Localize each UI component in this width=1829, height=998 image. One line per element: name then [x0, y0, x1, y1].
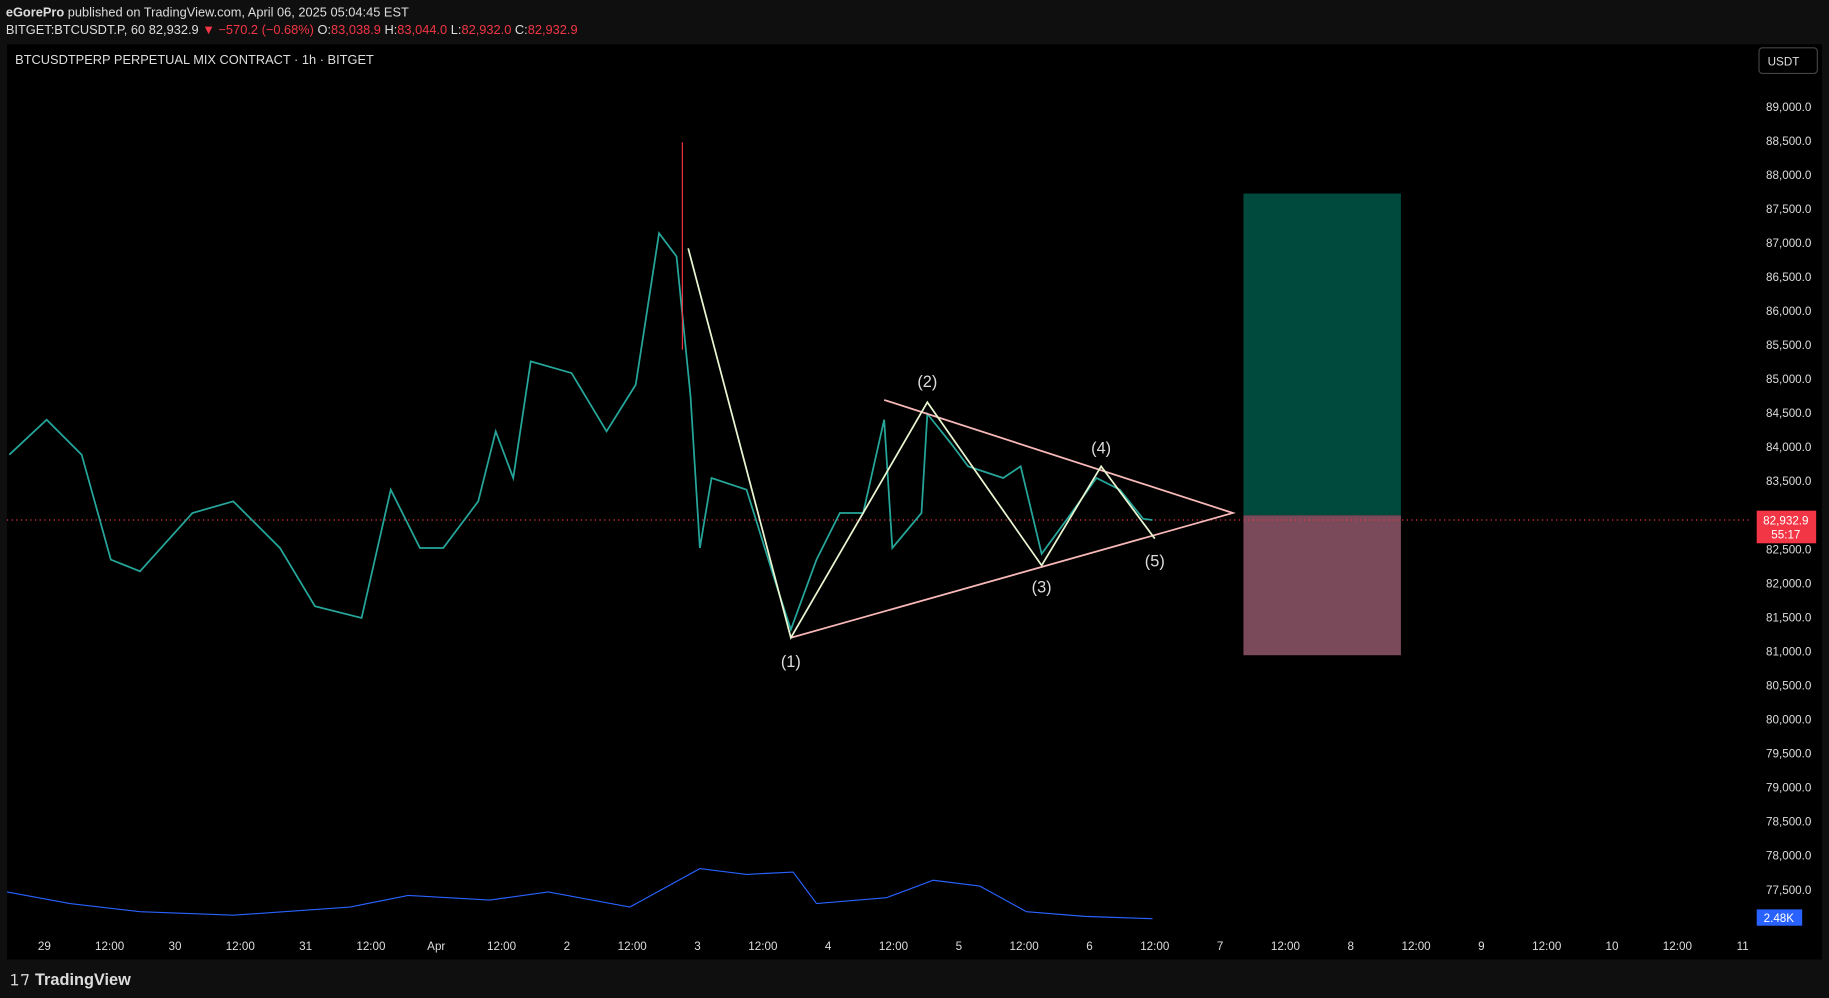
price-tick-label: 86,000.0 — [1766, 305, 1812, 318]
price-path — [8, 230, 1153, 633]
brand[interactable]: TradingView — [35, 971, 131, 989]
price-tick-label: 78,000.0 — [1766, 850, 1812, 863]
time-tick-label: 30 — [168, 940, 181, 953]
price-tick-label: 84,000.0 — [1766, 441, 1812, 454]
time-tick-label: 12:00 — [1271, 940, 1301, 953]
time-tick-label: 12:00 — [618, 940, 648, 953]
price-tick-label: 88,000.0 — [1766, 169, 1812, 182]
volume-tag-box — [1756, 909, 1803, 926]
time-tick-label: 11 — [1737, 940, 1749, 953]
wave-label: (5) — [1145, 553, 1165, 571]
time-tick-label: 12:00 — [226, 940, 256, 953]
wave-label: (2) — [917, 373, 937, 391]
time-tick-label: 5 — [956, 940, 962, 953]
currency-label[interactable]: USDT — [1768, 55, 1800, 68]
price-tick-label: 82,000.0 — [1766, 577, 1812, 590]
header-line: eGorePro published on TradingView.com, A… — [6, 4, 409, 19]
profit-zone — [1243, 193, 1401, 516]
time-tick-label: 12:00 — [1532, 940, 1562, 953]
time-tick-label: 4 — [825, 940, 832, 953]
price-tick-label: 81,000.0 — [1766, 645, 1812, 658]
price-tick-label: 78,500.0 — [1766, 816, 1812, 829]
time-tick-label: 29 — [38, 940, 51, 953]
price-tick-label: 85,000.0 — [1766, 373, 1812, 386]
time-tick-label: 12:00 — [1663, 940, 1693, 953]
time-tick-label: 12:00 — [879, 940, 909, 953]
time-tick-label: 2 — [564, 940, 570, 953]
price-tick-label: 84,500.0 — [1766, 407, 1812, 420]
price-tick-label: 89,000.0 — [1766, 101, 1812, 114]
price-tick-label: 88,500.0 — [1766, 135, 1812, 148]
price-tick-label: 79,500.0 — [1766, 748, 1812, 761]
countdown: 55:17 — [1771, 529, 1800, 542]
price-tick-label: 77,500.0 — [1766, 884, 1812, 897]
time-tick-label: 12:00 — [356, 940, 386, 953]
price-tick-label: 86,500.0 — [1766, 271, 1812, 284]
chart-pane — [6, 44, 1823, 960]
wave-label: (4) — [1091, 440, 1111, 458]
price-tag: 82,932.9 — [1763, 515, 1808, 528]
time-tick-label: 6 — [1086, 940, 1092, 953]
price-tag-box — [1756, 510, 1817, 544]
price-tick-label: 80,000.0 — [1766, 714, 1812, 727]
time-tick-label: 10 — [1606, 940, 1619, 953]
time-tick-label: 12:00 — [1140, 940, 1170, 953]
brand-logo[interactable]: 𝟷𝟽 — [9, 971, 30, 989]
volume-average — [6, 867, 1153, 920]
time-tick-label: 12:00 — [748, 940, 778, 953]
currency-button[interactable] — [1758, 47, 1818, 75]
time-tick-label: 12:00 — [1010, 940, 1040, 953]
chart-title: BTCUSDTPERP PERPETUAL MIX CONTRACT · 1h … — [15, 52, 374, 67]
ohlc-line: BITGET:BTCUSDT.P, 60 82,932.9 ▼ −570.2 (… — [6, 22, 578, 37]
price-tick-label: 83,500.0 — [1766, 475, 1812, 488]
time-tick-label: 3 — [694, 940, 700, 953]
time-tick-label: 8 — [1348, 940, 1354, 953]
price-tick-label: 87,000.0 — [1766, 237, 1812, 250]
triangle — [790, 399, 1236, 639]
time-tick-label: 7 — [1217, 940, 1223, 953]
wave-label: (1) — [781, 653, 801, 671]
time-tick-label: 31 — [299, 940, 312, 953]
price-tick-label: 87,500.0 — [1766, 203, 1812, 216]
volume-tag: 2.48K — [1764, 912, 1795, 925]
time-tick-label: 9 — [1478, 940, 1484, 953]
price-tick-label: 85,500.0 — [1766, 339, 1812, 352]
loss-zone — [1243, 515, 1401, 656]
price-tick-label: 82,500.0 — [1766, 543, 1812, 556]
price-tick-label: 80,500.0 — [1766, 680, 1812, 693]
time-tick-label: 12:00 — [487, 940, 517, 953]
time-tick-label: 12:00 — [1401, 940, 1431, 953]
price-tick-label: 79,000.0 — [1766, 782, 1812, 795]
wave-label: (3) — [1032, 578, 1052, 596]
time-tick-label: Apr — [427, 940, 445, 953]
time-tick-label: 12:00 — [95, 940, 125, 953]
wave-lines — [687, 248, 1156, 641]
price-tick-label: 81,500.0 — [1766, 611, 1812, 624]
